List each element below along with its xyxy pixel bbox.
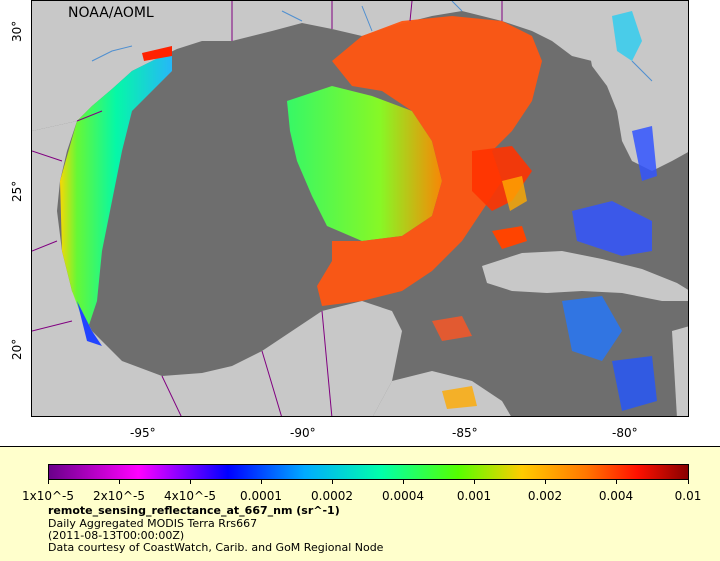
map-canvas (32, 1, 688, 416)
lat-tick-30: 30° (10, 20, 24, 42)
colorbar-tick-label: 4x10^-5 (163, 489, 217, 503)
data-central-green (287, 86, 442, 241)
data-caribbean-3 (612, 356, 657, 411)
colorbar-mark (190, 480, 191, 484)
data-caribbean-2 (562, 296, 622, 361)
river-lines (91, 1, 653, 82)
colorbar-mark (403, 480, 404, 484)
data-florida-south (632, 126, 657, 181)
colorbar-mark (616, 480, 617, 484)
legend-panel: 1x10^-5 2x10^-5 4x10^-5 0.0001 0.0002 0.… (0, 446, 720, 561)
lon-tick-95: -95° (130, 426, 156, 440)
lat-tick-25: 25° (10, 180, 24, 202)
data-east-red-patch (472, 146, 532, 211)
colorbar-mark (545, 480, 546, 484)
border-us-states (231, 1, 503, 41)
lon-tick-90: -90° (290, 426, 316, 440)
land-us-gulf-coast (32, 1, 592, 131)
lon-tick-80: -80° (612, 426, 638, 440)
lat-tick-20: 20° (10, 338, 24, 360)
colorbar-tick-label: 0.002 (527, 489, 563, 503)
land-florida (580, 1, 688, 171)
time-stamp: (2011-08-13T00:00:00Z) (48, 529, 185, 542)
data-florida-inland (612, 11, 642, 61)
data-west-coast (60, 51, 172, 331)
border-mexico-states (32, 240, 333, 416)
colorbar-tick-label: 0.001 (456, 489, 492, 503)
map-area[interactable]: NOAA/AOML (31, 0, 689, 417)
variable-name: remote_sensing_reflectance_at_667_nm (sr… (48, 504, 340, 517)
colorbar-mark (474, 480, 475, 484)
colorbar-mark (48, 480, 49, 484)
land-cuba (482, 251, 688, 301)
colorbar-mark (261, 480, 262, 484)
data-east-plume (317, 16, 542, 306)
colorbar-mark (332, 480, 333, 484)
data-caribbean-1 (572, 201, 652, 256)
lon-tick-85: -85° (452, 426, 478, 440)
colorbar-tick-label: 2x10^-5 (92, 489, 146, 503)
colorbar-mark (119, 480, 120, 484)
colorbar-tick-label: 0.0004 (382, 489, 424, 503)
data-credit: Data courtesy of CoastWatch, Carib. and … (48, 541, 384, 554)
data-west-red-top (142, 46, 172, 61)
colorbar (48, 464, 689, 480)
colorbar-tick-label: 0.01 (674, 489, 702, 503)
data-east-yellow (502, 176, 527, 211)
colorbar-mark (688, 480, 689, 484)
colorbar-tick-label: 1x10^-5 (21, 489, 75, 503)
land-yucatan-east (373, 371, 511, 416)
dataset-name: Daily Aggregated MODIS Terra Rrs667 (48, 517, 258, 530)
data-bottom-specks (442, 386, 477, 409)
data-east-small (492, 226, 527, 249)
data-yucatan-specks (432, 316, 472, 341)
colorbar-tick-label: 0.004 (598, 489, 634, 503)
border-us-mexico (32, 110, 103, 162)
land-hispaniola-edge (672, 326, 688, 416)
land-mexico (32, 121, 402, 416)
colorbar-tick-label: 0.0002 (311, 489, 353, 503)
watermark-label: NOAA/AOML (68, 5, 154, 21)
data-west-blue (77, 301, 102, 346)
colorbar-tick-label: 0.0001 (240, 489, 282, 503)
